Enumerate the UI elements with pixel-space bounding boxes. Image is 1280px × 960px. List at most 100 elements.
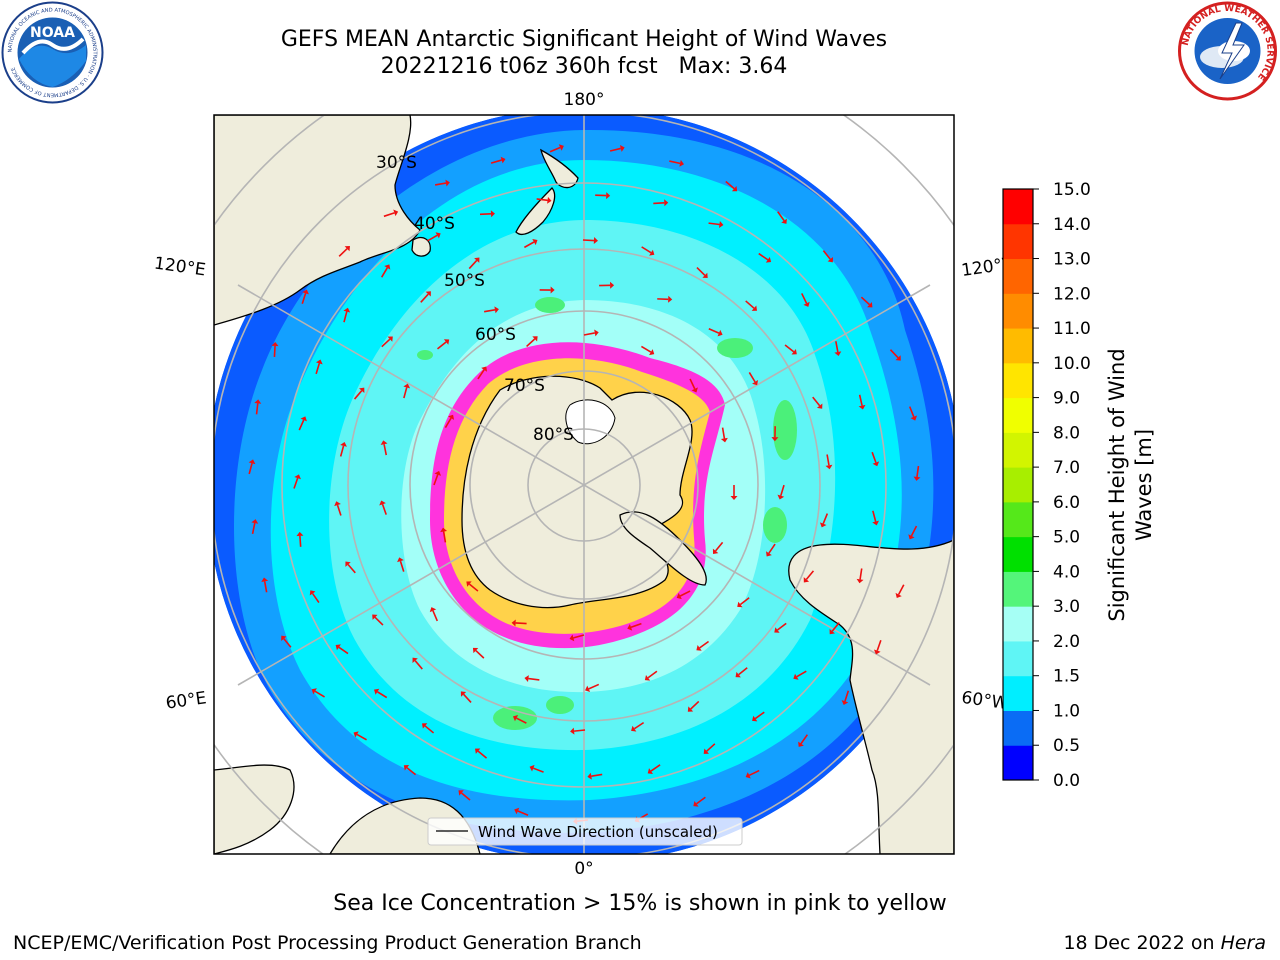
wind-wave-arrow xyxy=(397,557,405,572)
colorbar-tick-label: 12.0 xyxy=(1053,284,1091,304)
wind-wave-arrow xyxy=(687,700,700,712)
wind-wave-arrow xyxy=(468,257,480,270)
colorbar-tick-label: 1.5 xyxy=(1053,667,1080,687)
wind-wave-arrow xyxy=(353,731,367,741)
wind-wave-arrow xyxy=(737,597,750,608)
wind-wave-arrow xyxy=(872,510,880,526)
wind-wave-arrow xyxy=(444,414,455,429)
wind-wave-arrow xyxy=(281,635,292,648)
wind-wave-arrow xyxy=(427,232,441,242)
noaa-logo-text: NOAA xyxy=(30,25,75,41)
wind-wave-arrow xyxy=(641,246,655,256)
wind-wave-arrow xyxy=(858,394,866,410)
wind-wave-arrow xyxy=(412,657,423,670)
wind-wave-arrow xyxy=(524,675,540,683)
wind-wave-arrow xyxy=(372,614,384,626)
wind-wave-arrow xyxy=(529,764,544,773)
wind-wave-arrow xyxy=(585,683,600,693)
lon-label-180: 180° xyxy=(564,90,605,110)
colorbar-block xyxy=(1003,258,1033,294)
wind-wave-arrow xyxy=(657,295,673,303)
wind-wave-arrow xyxy=(539,286,555,294)
colorbar-block xyxy=(1003,397,1033,433)
wind-wave-arrow xyxy=(908,406,918,421)
lon-label-0: 0° xyxy=(574,859,593,879)
colorbar-tick-label: 0.0 xyxy=(1053,771,1080,791)
lat-label-30s: 30°S xyxy=(376,153,417,173)
wind-wave-arrow xyxy=(599,281,615,289)
wind-wave-arrow xyxy=(293,474,301,489)
wind-wave-arrow xyxy=(871,451,880,467)
wind-wave-arrow xyxy=(440,527,448,543)
wind-wave-arrow xyxy=(689,378,698,393)
colorbar-frame xyxy=(1002,188,1034,781)
lon-label-60w: 60°W xyxy=(960,688,1009,714)
wind-wave-arrow xyxy=(798,734,809,747)
colorbar-block xyxy=(1003,675,1033,711)
wind-wave-arrow xyxy=(261,577,269,593)
wind-wave-arrow xyxy=(725,180,738,192)
wind-wave-arrow xyxy=(379,500,387,515)
colorbar-label-line1: Significant Height of Wind xyxy=(1105,348,1129,621)
lat-label-60s: 60°S xyxy=(475,325,516,345)
wind-wave-arrow xyxy=(829,622,840,635)
graticule xyxy=(214,115,954,854)
wind-wave-arrow xyxy=(335,644,349,655)
wind-wave-arrow xyxy=(771,426,779,442)
wind-wave-arrow xyxy=(536,196,552,204)
wind-wave-arrow xyxy=(381,336,393,348)
credit-text: NCEP/EMC/Verification Post Processing Pr… xyxy=(13,932,642,954)
colorbar-blocks xyxy=(1003,189,1033,781)
machine-name: Hera xyxy=(1220,932,1266,954)
colorbar-tick-label: 4.0 xyxy=(1053,562,1080,582)
colorbar: 0.0 0.5 1.0 1.5 2.0 3.0 4.0 5.0 6.0 7.0 8.0 9.0 10.0… xyxy=(1002,180,1156,791)
wind-wave-arrow xyxy=(254,399,262,415)
wind-wave-arrow xyxy=(583,329,599,337)
wind-wave-arrow xyxy=(748,372,759,386)
wind-wave-arrow xyxy=(251,519,259,535)
wind-wave-arrow xyxy=(271,341,279,358)
colorbar-tick-label: 5.0 xyxy=(1053,528,1080,548)
colorbar-block xyxy=(1003,467,1033,503)
wind-wave-arrow xyxy=(631,721,645,732)
wind-wave-arrow xyxy=(296,531,304,547)
colorbar-tick-label: 15.0 xyxy=(1053,180,1091,200)
wind-wave-arrow xyxy=(693,796,706,807)
wind-wave-arrow xyxy=(774,622,787,633)
wind-wave-arrow xyxy=(429,607,439,622)
new-zealand-north-island xyxy=(540,148,579,189)
wind-wave-arrow xyxy=(730,485,738,500)
colorbar-tick-label: 11.0 xyxy=(1053,319,1091,339)
nws-logo: NATIONAL WEATHER SERVICE xyxy=(1178,1,1277,101)
lat-label-80s: 80°S xyxy=(533,425,574,445)
noaa-logo: NOAA NATIONAL OCEANIC AND ATMOSPHERIC AD… xyxy=(1,1,104,104)
wind-wave-arrow xyxy=(708,328,723,337)
wind-wave-arrow xyxy=(315,359,323,375)
wind-wave-arrow xyxy=(477,366,487,380)
wind-wave-arrow xyxy=(735,667,748,678)
wind-wave-arrow xyxy=(720,427,728,443)
date-text: 18 Dec 2022 on xyxy=(1063,932,1221,954)
wind-wave-arrow xyxy=(460,691,472,703)
wind-wave-arrow xyxy=(895,584,905,599)
wind-wave-arrow xyxy=(908,525,918,540)
wind-wave-arrow xyxy=(653,199,669,207)
wind-wave-arrow xyxy=(777,484,785,500)
wind-wave-arrow xyxy=(383,209,399,218)
wind-wave-arrow xyxy=(703,743,716,754)
wind-wave-arrow xyxy=(812,396,823,409)
map-title: GEFS MEAN Antarctic Significant Height o… xyxy=(280,27,888,52)
wind-wave-arrow xyxy=(834,341,842,356)
colorbar-block xyxy=(1003,293,1033,329)
wind-wave-arrow xyxy=(490,156,506,164)
colorbar-block xyxy=(1003,571,1033,607)
tasmania-landmass xyxy=(411,236,431,257)
colorbar-tick-label: 0.5 xyxy=(1053,736,1080,756)
wind-wave-arrow xyxy=(422,723,435,734)
wind-wave-arrow xyxy=(301,289,309,304)
colorbar-label-line2: Waves [m] xyxy=(1132,429,1156,541)
wind-wave-arrow xyxy=(374,688,388,699)
wind-wave-direction-arrows xyxy=(248,144,921,825)
wind-wave-arrow xyxy=(479,210,495,218)
